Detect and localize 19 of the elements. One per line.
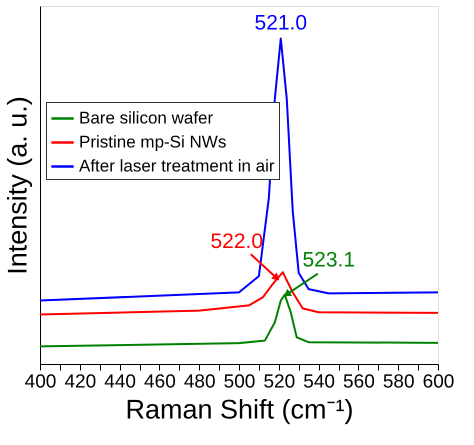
x-tick-label: 400 bbox=[24, 372, 56, 392]
x-tick-label: 540 bbox=[303, 372, 335, 392]
x-tick-label: 580 bbox=[382, 372, 415, 392]
x-tick-label: 420 bbox=[64, 372, 96, 392]
x-axis-title: Raman Shift (cm⁻¹) bbox=[125, 394, 354, 424]
legend-label: After laser treatment in air bbox=[79, 156, 275, 176]
x-tick-label: 600 bbox=[422, 372, 454, 392]
legend-label: Bare silicon wafer bbox=[79, 108, 214, 128]
x-tick-label: 440 bbox=[104, 372, 136, 392]
legend-label: Pristine mp-Si NWs bbox=[79, 132, 226, 152]
x-tick-label: 500 bbox=[224, 372, 256, 392]
x-tick-label: 520 bbox=[263, 372, 296, 392]
x-tick-label: 560 bbox=[343, 372, 375, 392]
annotation: 522.0 bbox=[210, 230, 264, 254]
x-tick-label: 460 bbox=[144, 372, 176, 392]
x-tick-label: 480 bbox=[184, 372, 216, 392]
annotation: 523.1 bbox=[302, 248, 356, 272]
annotation: 521.0 bbox=[254, 12, 308, 35]
y-axis-title: Intensity (a. u.) bbox=[2, 96, 32, 275]
